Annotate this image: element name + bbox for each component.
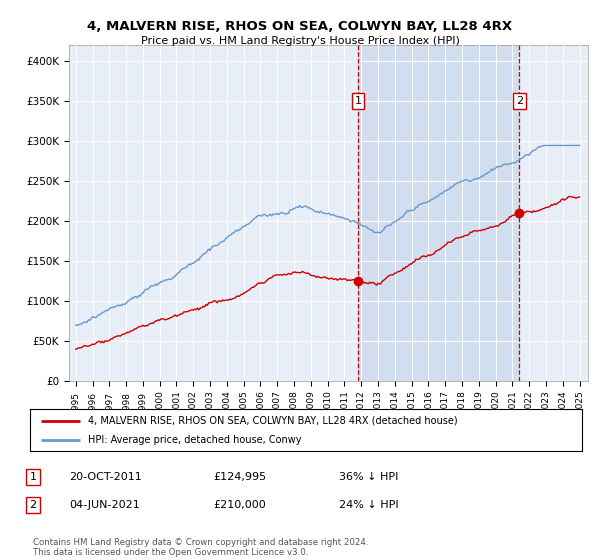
Text: Contains HM Land Registry data © Crown copyright and database right 2024.
This d: Contains HM Land Registry data © Crown c… <box>33 538 368 557</box>
Text: Price paid vs. HM Land Registry's House Price Index (HPI): Price paid vs. HM Land Registry's House … <box>140 36 460 46</box>
Text: 4, MALVERN RISE, RHOS ON SEA, COLWYN BAY, LL28 4RX: 4, MALVERN RISE, RHOS ON SEA, COLWYN BAY… <box>88 20 512 32</box>
Text: 1: 1 <box>355 96 361 106</box>
Text: 36% ↓ HPI: 36% ↓ HPI <box>339 472 398 482</box>
Text: 2: 2 <box>29 500 37 510</box>
Text: HPI: Average price, detached house, Conwy: HPI: Average price, detached house, Conw… <box>88 435 301 445</box>
Text: £210,000: £210,000 <box>213 500 266 510</box>
Bar <box>358 45 520 381</box>
Text: 04-JUN-2021: 04-JUN-2021 <box>69 500 140 510</box>
Text: £124,995: £124,995 <box>213 472 266 482</box>
Text: 1: 1 <box>29 472 37 482</box>
Text: 4, MALVERN RISE, RHOS ON SEA, COLWYN BAY, LL28 4RX (detached house): 4, MALVERN RISE, RHOS ON SEA, COLWYN BAY… <box>88 416 458 426</box>
Text: 24% ↓ HPI: 24% ↓ HPI <box>339 500 398 510</box>
Text: 20-OCT-2011: 20-OCT-2011 <box>69 472 142 482</box>
Text: 2: 2 <box>516 96 523 106</box>
